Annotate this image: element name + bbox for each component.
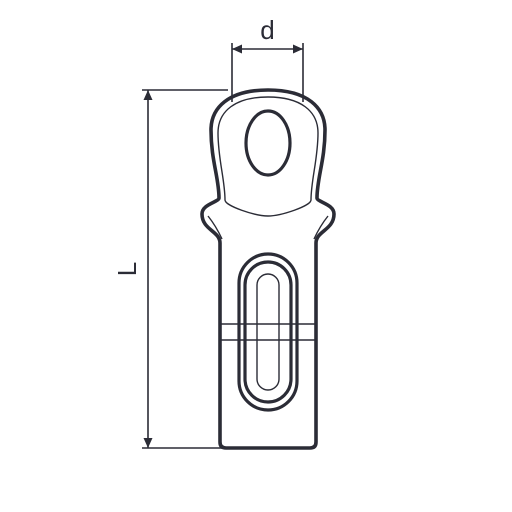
- dimension-d-label: d: [260, 15, 274, 45]
- eye-inner-line: [218, 97, 318, 216]
- sheave-groove: [257, 274, 279, 390]
- eye-hole: [246, 111, 290, 175]
- sheave-outer: [245, 262, 291, 402]
- pulley-diagram: d L: [0, 0, 512, 512]
- dimension-L-label: L: [112, 262, 142, 276]
- pulley-body-outline: [202, 90, 334, 448]
- axle-pin: [207, 324, 329, 340]
